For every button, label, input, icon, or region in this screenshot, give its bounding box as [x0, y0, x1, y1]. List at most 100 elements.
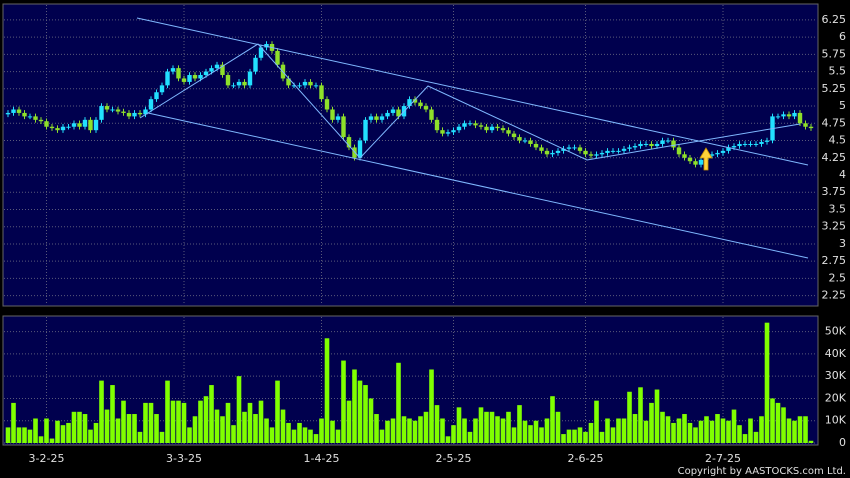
volume-bar: [742, 434, 748, 443]
volume-bar: [49, 438, 55, 443]
y-tick-label: 3.75: [822, 185, 847, 198]
candle-body: [434, 119, 440, 131]
volume-bar: [407, 418, 412, 443]
volume-bar: [687, 422, 693, 443]
candle-body: [517, 137, 522, 141]
candle-body: [632, 146, 638, 148]
candle-body: [676, 147, 682, 155]
volume-bar: [610, 427, 616, 443]
volume-bar: [588, 422, 594, 443]
candle-body: [440, 130, 445, 134]
volume-bar: [418, 416, 423, 443]
volume-bar: [473, 418, 478, 443]
candle-body: [313, 85, 319, 87]
candle-body: [737, 143, 742, 147]
volume-bar: [528, 425, 533, 443]
volume-bar: [363, 385, 368, 443]
candle-body: [143, 109, 148, 115]
volume-bar: [27, 429, 33, 443]
volume-bar: [583, 431, 588, 443]
candle-body: [627, 147, 632, 149]
y-tick-label: 4: [839, 168, 846, 181]
candle-body: [528, 140, 533, 144]
candle-body: [533, 143, 539, 148]
volume-bar: [561, 434, 566, 443]
x-tick-label: 3-2-25: [29, 452, 65, 465]
volume-bar: [577, 427, 583, 443]
volume-bar: [198, 400, 203, 443]
x-tick-label: 2-7-25: [705, 452, 741, 465]
candle-body: [599, 152, 605, 155]
candle-body: [550, 152, 555, 155]
candle-body: [583, 150, 588, 155]
volume-bar: [643, 420, 649, 443]
candle-body: [418, 102, 423, 107]
volume-bar: [313, 434, 319, 443]
y2-tick-label: 0: [839, 436, 846, 449]
volume-bar: [676, 418, 682, 443]
volume-bar: [478, 407, 484, 443]
candle-body: [363, 119, 368, 141]
candle-body: [137, 112, 143, 115]
volume-bar: [797, 416, 803, 443]
y-tick-label: 3: [839, 237, 846, 250]
arrow-icon: [699, 147, 713, 171]
candle-body: [297, 85, 302, 87]
volume-bar: [720, 418, 726, 443]
candle-body: [198, 75, 203, 79]
volume-bar: [148, 402, 154, 443]
candle-body: [93, 119, 99, 131]
candle-body: [203, 71, 209, 76]
volume-bar: [16, 427, 22, 443]
candle-body: [390, 109, 396, 113]
y-tick-label: 4.25: [822, 151, 847, 164]
y-tick-label: 3.5: [829, 202, 847, 215]
volume-bar: [214, 409, 220, 443]
volume-bar: [770, 398, 775, 443]
volume-bar: [176, 400, 181, 443]
volume-bar: [456, 407, 462, 443]
candle-body: [484, 126, 489, 131]
volume-bar: [698, 420, 704, 443]
candle-body: [803, 123, 808, 127]
candle-body: [423, 106, 429, 110]
volume-bar: [335, 429, 341, 443]
volume-bar: [44, 418, 49, 443]
volume-bar: [77, 411, 82, 443]
volume-bar: [121, 400, 126, 443]
candle-body: [445, 132, 451, 134]
volume-bar: [170, 400, 176, 443]
candle-body: [110, 109, 115, 111]
trend-line: [147, 112, 809, 259]
volume-bar: [269, 427, 275, 443]
volume-bar: [236, 376, 242, 443]
volume-bar: [396, 362, 401, 443]
volume-bar: [209, 385, 214, 443]
candle-body: [225, 75, 231, 86]
x-tick-label: 2-5-25: [436, 452, 472, 465]
candle-body: [572, 147, 577, 149]
marks: [5, 41, 814, 443]
candle-body: [605, 150, 610, 153]
candle-body: [264, 43, 269, 48]
candle-body: [77, 123, 82, 127]
candle-body: [462, 123, 467, 127]
volume-bar: [401, 416, 407, 443]
candle-body: [478, 125, 484, 127]
candle-body: [341, 116, 346, 138]
volume-bar: [22, 427, 27, 443]
volume-bar: [572, 429, 577, 443]
volume-bar: [506, 411, 511, 443]
x-tick-label: 3-3-25: [166, 452, 202, 465]
candle-body: [720, 150, 726, 153]
candle-body: [258, 47, 264, 58]
candle-body: [55, 128, 60, 131]
candle-body: [451, 130, 456, 133]
y2-tick-label: 30K: [825, 369, 847, 382]
candle-body: [555, 150, 561, 153]
candle-body: [566, 147, 572, 149]
candle-body: [104, 106, 110, 110]
volume-bar: [319, 418, 324, 443]
candle-body: [291, 85, 297, 87]
volume-bar: [786, 418, 792, 443]
